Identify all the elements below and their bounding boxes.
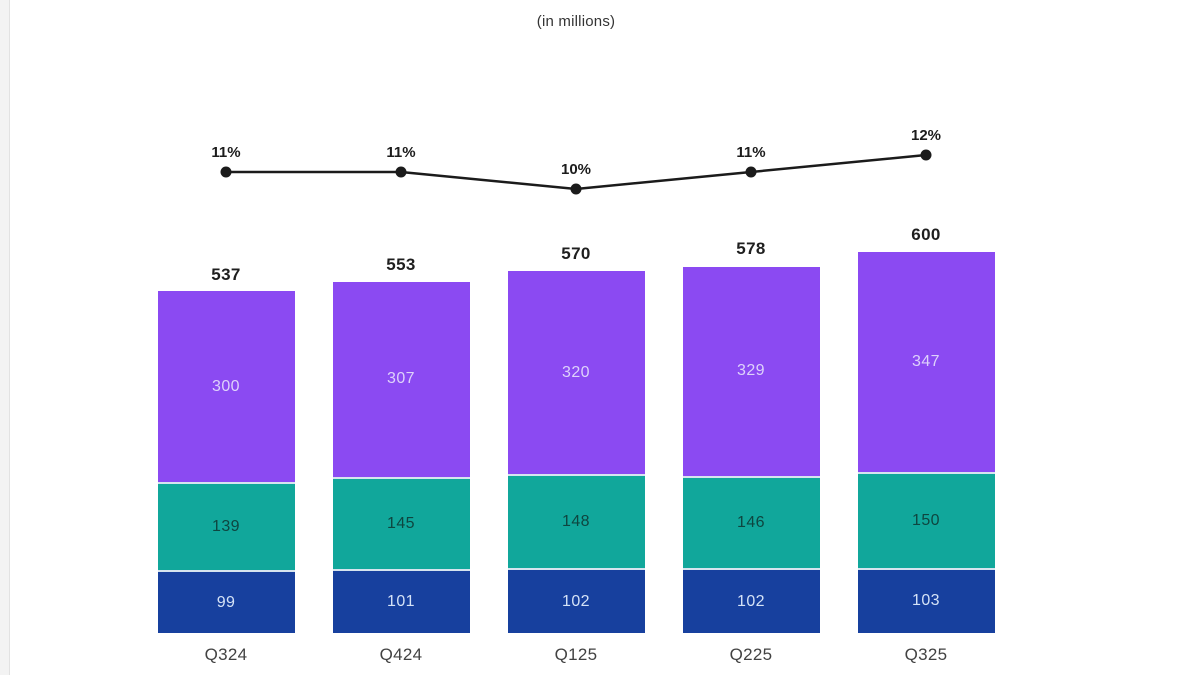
line-point-q125 [570, 183, 582, 195]
segment-value-label: 102 [562, 592, 590, 610]
x-axis-label-q225: Q225 [729, 645, 773, 664]
segment-value-label: 148 [562, 513, 590, 531]
line-point-q424 [395, 166, 407, 178]
bar-segment-navy-q125: 102 [507, 568, 645, 633]
segment-value-label: 102 [737, 592, 765, 610]
bar-segment-navy-q324: 99 [157, 570, 295, 633]
bar-segment-purple-q424: 307 [332, 281, 470, 477]
line-percent-label-q424: 11% [386, 144, 416, 161]
bar-total-label-q325: 600 [911, 225, 941, 244]
line-percent-label-q225: 11% [736, 144, 766, 161]
line-percent-label-q324: 11% [211, 144, 241, 161]
segment-value-label: 307 [387, 370, 415, 388]
bar-segment-purple-q125: 320 [507, 271, 645, 475]
segment-value-label: 320 [562, 363, 590, 381]
page-left-edge [0, 0, 10, 675]
line-percent-label-q125: 10% [560, 161, 592, 178]
segment-value-label: 146 [737, 513, 765, 531]
line-point-q225 [745, 166, 757, 178]
bar-segment-navy-q424: 101 [332, 568, 470, 633]
bar-segment-teal-q325: 150 [857, 472, 995, 568]
x-axis-label-q125: Q125 [554, 645, 598, 664]
bar-segment-teal-q125: 148 [507, 474, 645, 569]
x-axis-label-q424: Q424 [379, 645, 423, 664]
bar-segment-teal-q324: 139 [157, 481, 295, 571]
bar-total-label-q125: 570 [561, 244, 591, 264]
segment-value-label: 99 [216, 593, 236, 611]
bar-segment-teal-q424: 145 [332, 476, 470, 569]
segment-value-label: 150 [912, 511, 940, 529]
segment-value-label: 145 [387, 514, 415, 532]
segment-value-label: 300 [212, 377, 240, 395]
bar-segment-navy-q225: 102 [682, 568, 820, 633]
line-point-q324 [220, 166, 232, 178]
segment-value-label: 347 [912, 353, 940, 371]
bar-total-label-q225: 578 [736, 238, 766, 258]
chart-title: (in millions) [536, 13, 616, 30]
bar-segment-teal-q225: 146 [682, 475, 820, 569]
x-axis-label-q325: Q325 [904, 645, 948, 664]
segment-value-label: 103 [912, 592, 940, 610]
bar-segment-navy-q325: 103 [857, 567, 995, 633]
segment-value-label: 329 [737, 362, 765, 380]
bar-total-label-q424: 553 [386, 254, 416, 274]
segment-value-label: 101 [387, 592, 415, 610]
x-axis-label-q324: Q324 [204, 645, 248, 664]
line-point-q325 [920, 149, 932, 161]
bar-segment-purple-q324: 300 [157, 291, 295, 482]
bar-total-label-q324: 537 [211, 265, 241, 284]
line-percent-label-q325: 12% [910, 127, 942, 144]
bar-segment-purple-q225: 329 [682, 266, 820, 476]
segment-value-label: 139 [212, 517, 240, 535]
bar-segment-purple-q325: 347 [857, 252, 995, 473]
